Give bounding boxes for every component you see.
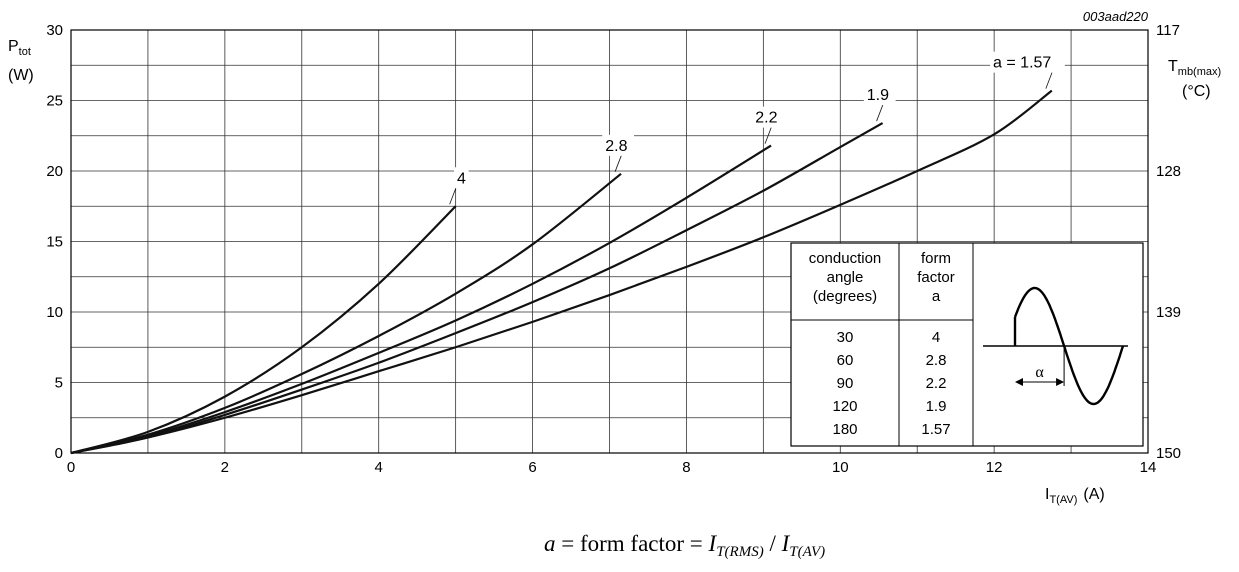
right-tick-label: 139 [1156,304,1181,321]
table-cell: 180 [832,421,857,438]
right-axis-label: Tmb(max) [1168,58,1221,78]
series-line [70,144,772,455]
x-axis-name: I [1045,486,1049,503]
series-line [70,122,884,455]
series-label: 2.8 [605,138,627,155]
series-label-bg [602,134,635,156]
series-line [70,172,622,455]
table-cell: 120 [832,398,857,415]
series-labels: 4 2.8 2.2 1.9 a = 1.57 [449,51,1065,205]
right-tick-label: 150 [1156,445,1181,462]
table-cell: 1.57 [921,421,950,438]
x-axis-unit: (A) [1083,486,1104,503]
series-line [70,89,1053,455]
x-axis-sub: T(AV) [1049,494,1077,506]
conduction-table: conduction angle (degrees) form factor a 30 4 60… [790,242,1144,447]
series-label-bg [454,167,469,189]
table-header: factor [917,269,955,286]
formula-a: a [544,531,556,556]
table-header: a [932,288,941,305]
table-cell: 2.2 [926,375,947,392]
table-cell: 60 [837,352,854,369]
y-tick-label: 30 [46,22,63,39]
formula-s1: T(RMS) [716,544,764,560]
figure-code: 003aad220 [1083,9,1149,24]
left-axis-sub: tot [19,46,31,58]
table-header: angle [827,269,864,286]
right-axis-name: T [1168,58,1178,75]
series-lines [70,89,1053,455]
series-label: a = 1.57 [993,55,1051,72]
table-cell: 1.9 [926,398,947,415]
y-tick-label: 0 [55,445,63,462]
waveform-curve [1013,286,1125,406]
x-axis-label: IT(AV) (A) [1045,486,1105,506]
x-tick-label: 0 [67,459,75,476]
left-axis-unit: (W) [8,67,34,84]
formula-i1: I [708,531,718,556]
table-header: (degrees) [813,288,877,305]
table-cell: 4 [932,329,940,346]
table-cell: 90 [837,375,854,392]
x-tick-label: 4 [375,459,383,476]
x-tick-label: 12 [986,459,1003,476]
table-header: conduction [809,250,882,267]
right-tick-label: 117 [1156,22,1180,39]
formula-s2: T(AV) [789,544,825,560]
x-tick-label: 8 [682,459,690,476]
formula-slash: / [764,531,782,556]
alpha-label: α [1035,364,1044,381]
table-border [790,242,1144,447]
y-tick-label: 25 [46,93,63,110]
series-label-bg [863,84,896,106]
right-axis-unit: (°C) [1182,83,1211,100]
series-label: 4 [457,170,466,187]
x-tick-label: 6 [528,459,536,476]
table-header: form [921,250,951,267]
alpha-arrowhead-left [1015,378,1023,386]
y-tick-label: 10 [46,304,63,321]
y-tick-label: 15 [46,234,63,251]
series-label-bg [990,51,1065,73]
alpha-arrowhead-right [1056,378,1065,386]
formula-i2: I [781,531,791,556]
series-line [70,205,457,455]
tick-labels: 0 2 4 6 8 10 12 14 0 5 10 15 20 25 30 117 128 139 150 [46,22,1181,476]
series-label-bg [752,106,785,128]
left-axis-label: Ptot [8,38,31,58]
series-label: 1.9 [867,87,889,104]
series-label: 2.2 [755,110,777,127]
formula: a = form factor = IT(RMS) / IT(AV) [544,531,825,560]
left-axis-name: P [8,38,19,55]
x-tick-label: 14 [1140,459,1157,476]
right-tick-label: 128 [1156,163,1181,180]
plot-border [70,29,1149,454]
table-cell: 2.8 [926,352,947,369]
x-tick-label: 10 [832,459,849,476]
right-axis-sub: mb(max) [1178,66,1221,78]
plot-frame [70,29,1149,454]
y-tick-label: 5 [55,375,63,392]
table-cell: 30 [837,329,854,346]
formula-eq: = form factor = [556,531,709,556]
y-tick-label: 20 [46,163,63,180]
x-tick-label: 2 [221,459,229,476]
